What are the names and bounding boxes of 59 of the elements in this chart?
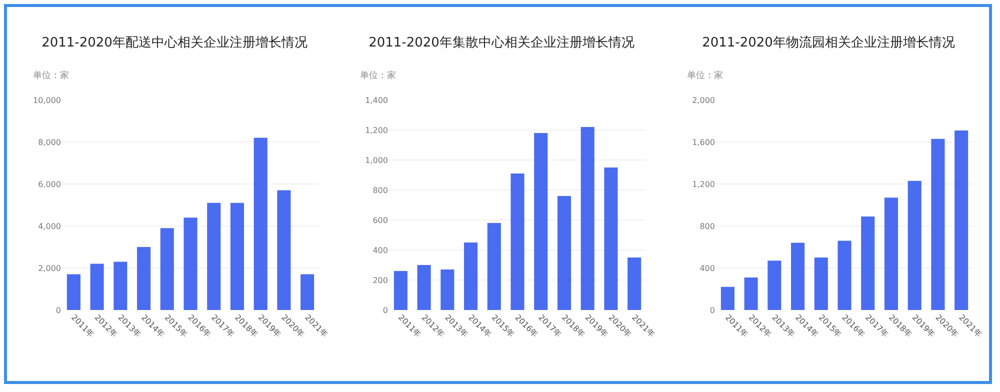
y-tick-label: 800 (372, 186, 388, 195)
bar (464, 242, 478, 310)
bar (954, 130, 968, 310)
bar (791, 242, 805, 310)
y-tick-label: 8,000 (38, 138, 61, 147)
y-tick-label: 0 (710, 306, 715, 315)
y-axis-title: 单位：家 (687, 70, 723, 81)
y-tick-label: 2,000 (692, 96, 715, 105)
bar (580, 127, 594, 310)
bar (604, 168, 618, 310)
bar (300, 274, 314, 310)
bar (90, 264, 104, 310)
bar (908, 180, 922, 310)
bar (394, 271, 408, 310)
y-tick-label: 4,000 (38, 222, 61, 231)
y-tick-label: 200 (372, 276, 388, 285)
bar (814, 258, 828, 310)
bar (277, 190, 291, 310)
bar (861, 216, 875, 310)
y-tick-label: 10,000 (33, 96, 61, 105)
y-tick-label: 400 (372, 246, 388, 255)
y-tick-label: 400 (700, 264, 715, 273)
bar (137, 247, 151, 310)
bar (440, 270, 454, 310)
bar (114, 262, 128, 310)
y-tick-label: 1,200 (365, 126, 388, 135)
bar (838, 240, 852, 310)
chart-title: 2011-2020年配送中心相关企业注册增长情况 (42, 34, 308, 51)
y-tick-label: 1,400 (365, 96, 388, 105)
y-axis-title: 单位：家 (33, 70, 69, 81)
bar (628, 258, 642, 310)
chart-title: 2011-2020年物流园相关企业注册增长情况 (702, 34, 955, 51)
bar (207, 202, 221, 310)
y-tick-label: 1,000 (365, 156, 388, 165)
y-tick-label: 800 (700, 222, 715, 231)
bar (534, 133, 548, 310)
bar (744, 277, 758, 310)
chart-title: 2011-2020年集散中心相关企业注册增长情况 (368, 34, 634, 51)
bar (230, 202, 244, 310)
bar (884, 198, 898, 310)
bar (160, 228, 174, 310)
y-tick-label: 0 (56, 306, 61, 315)
y-tick-label: 2,000 (38, 264, 61, 273)
y-tick-label: 1,600 (692, 138, 715, 147)
bar (487, 223, 501, 310)
bar (768, 260, 782, 310)
bar (417, 265, 431, 310)
bar (510, 174, 524, 310)
bar (557, 196, 571, 310)
bar (66, 274, 80, 310)
bar (184, 218, 198, 310)
bar (720, 286, 734, 310)
bar (931, 138, 945, 310)
y-tick-label: 0 (382, 306, 388, 315)
bar (254, 138, 268, 310)
y-axis-title: 单位：家 (360, 70, 396, 81)
y-tick-label: 1,200 (692, 180, 715, 189)
y-tick-label: 6,000 (38, 180, 61, 189)
y-tick-label: 600 (372, 216, 388, 225)
